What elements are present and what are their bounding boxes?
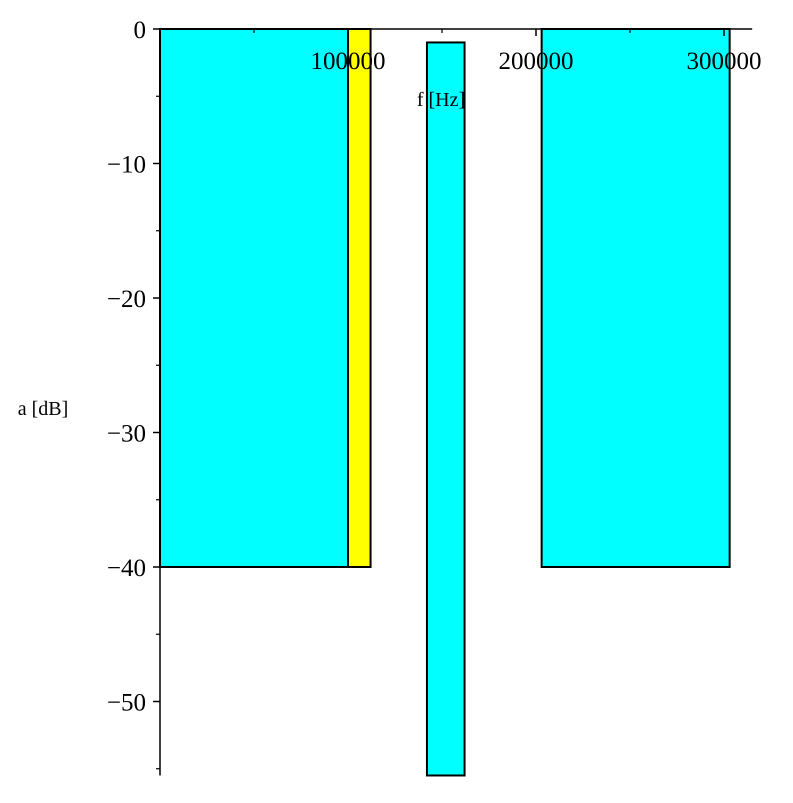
- y-tick-label-6: −50: [107, 690, 146, 717]
- y-tick-label-3: −20: [107, 286, 146, 313]
- bars-layer: [159, 28, 731, 777]
- y-axis-label: a [dB]: [18, 398, 69, 420]
- ticks-layer: 100000 200000 300000 0 −10 −20 −30 −40 −50: [107, 17, 762, 770]
- bar-1: [159, 28, 349, 568]
- x-tick-label-3: 300000: [687, 48, 762, 75]
- x-axis-label: f [Hz]: [417, 89, 465, 111]
- bar-3: [425, 41, 466, 777]
- y-tick-label-1: 0: [134, 17, 147, 44]
- x-tick-label-1: 100000: [311, 48, 386, 75]
- x-tick-label-2: 200000: [499, 48, 574, 75]
- y-tick-label-2: −10: [107, 152, 146, 179]
- bar-2: [347, 28, 372, 568]
- axes-layer: [159, 28, 753, 776]
- y-tick-label-4: −30: [107, 421, 146, 448]
- bar-4: [540, 28, 731, 568]
- y-tick-label-5: −40: [107, 555, 146, 582]
